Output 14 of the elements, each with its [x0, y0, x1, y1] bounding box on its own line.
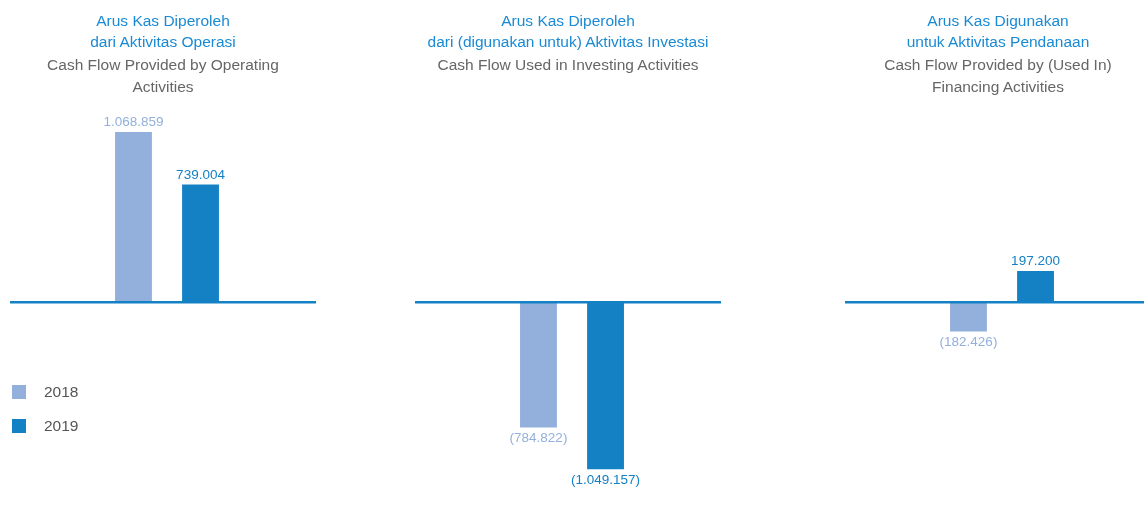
chart-subtitle: Cash Flow Used in Investing Activities	[436, 55, 700, 75]
data-label: (784.822)	[509, 429, 568, 445]
data-label: 197.200	[1011, 252, 1060, 268]
legend-label: 2019	[44, 417, 79, 435]
chart-title: Arus Kas Diperoleh dari Aktivitas Operasi	[89, 11, 237, 52]
chart-subtitle: Cash Flow Provided by Operating Activities	[46, 55, 280, 97]
data-label: 739.004	[176, 166, 226, 182]
chart-subtitle: Cash Flow Provided by (Used In) Financing Activities	[883, 55, 1113, 97]
data-label: (1.049.157)	[570, 472, 641, 488]
chart-title: Arus Kas Digunakan untuk Aktivitas Pendanaan	[905, 11, 1091, 52]
chart-title: Arus Kas Diperoleh dari (digunakan untuk) Aktivitas Investasi	[426, 11, 710, 52]
legend-label: 2018	[44, 383, 79, 401]
data-label: 1.068.859	[103, 113, 164, 129]
data-label: (182.426)	[939, 333, 998, 349]
